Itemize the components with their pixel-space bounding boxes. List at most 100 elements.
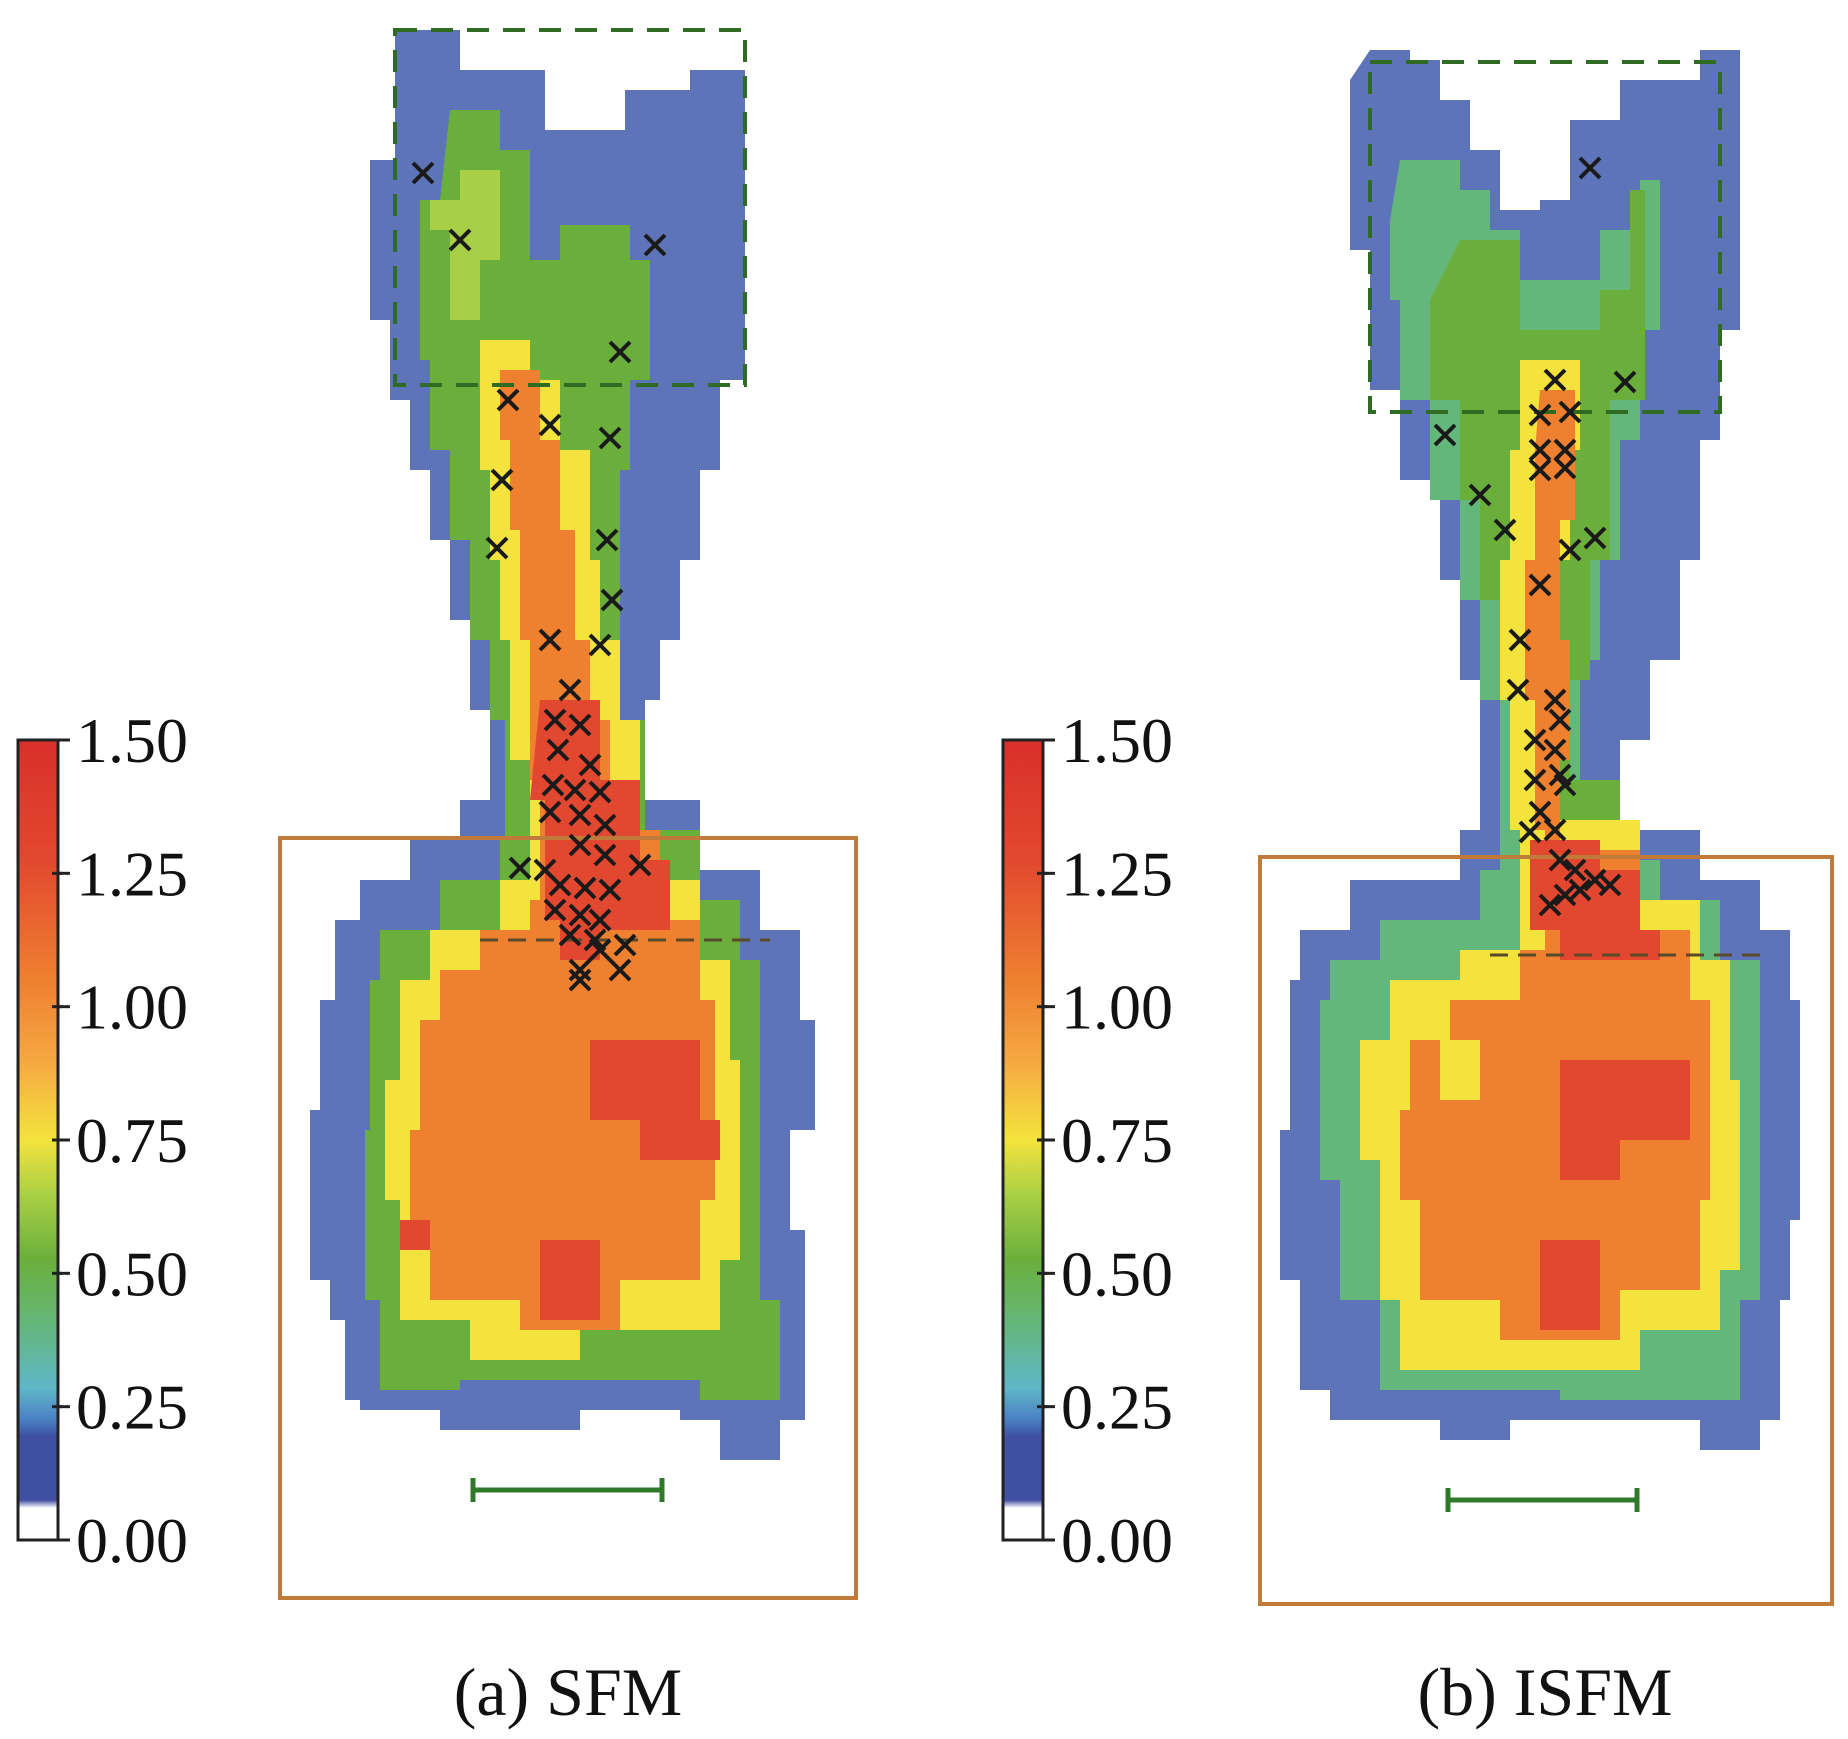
pedestrian-marker [538, 628, 562, 652]
pedestrian-marker [411, 161, 435, 185]
colorbar-tick-label: 0.75 [1061, 1105, 1173, 1176]
pedestrian-marker [1578, 156, 1602, 180]
pedestrian-marker [1543, 738, 1567, 762]
pedestrian-marker [593, 843, 617, 867]
colorbar-tick-label: 1.00 [1061, 972, 1173, 1043]
pedestrian-marker [1518, 820, 1542, 844]
pedestrian-marker [543, 898, 567, 922]
pedestrian-marker [1583, 526, 1607, 550]
pedestrian-marker [558, 678, 582, 702]
region-yellow-isfm-patch [1440, 1040, 1480, 1100]
region-high-sfm-3 [540, 1240, 600, 1320]
pedestrian-marker [1528, 800, 1552, 824]
start-area-sfm [393, 28, 747, 387]
pedestrian-marker [548, 873, 572, 897]
pedestrian-marker [600, 588, 624, 612]
pedestrian-marker [588, 780, 612, 804]
pedestrian-marker [538, 800, 562, 824]
pedestrian-marker [1563, 858, 1587, 882]
pedestrian-marker [568, 833, 592, 857]
colorbar-tick-label: 1.50 [1061, 705, 1173, 776]
region-high-isfm-2 [1560, 1060, 1690, 1180]
pedestrian-marker [1528, 438, 1552, 462]
pedestrian-marker [1598, 873, 1622, 897]
pedestrian-marker [1553, 456, 1577, 480]
colorbar-tick-label: 0.50 [1061, 1238, 1173, 1309]
pedestrian-marker [588, 908, 612, 932]
pedestrian-marker [1543, 688, 1567, 712]
colorbar-tick-label: 1.50 [76, 705, 188, 776]
pedestrian-marker [1528, 458, 1552, 482]
colorbar-tick-label: 0.25 [76, 1372, 188, 1443]
pedestrian-marker [1523, 728, 1547, 752]
colorbar-isfm: 0.00 0.25 0.50 0.75 1.00 1.25 1.50 [1001, 705, 1173, 1576]
pedestrian-marker [1543, 368, 1567, 392]
pedestrian-marker [1568, 878, 1592, 902]
pedestrian-markers-isfm [1433, 156, 1637, 917]
room-frame-isfm [1258, 855, 1834, 1606]
pedestrian-marker [1553, 883, 1577, 907]
pedestrian-marker [485, 536, 509, 560]
pedestrian-marker [578, 753, 602, 777]
colorbar-tick-label: 0.75 [76, 1105, 188, 1176]
pedestrian-marker [508, 856, 532, 880]
pedestrian-marker [1558, 538, 1582, 562]
panel-isfm: 0.00 0.25 0.50 0.75 1.00 1.25 1.50 (b) ISFM [1001, 50, 1834, 1730]
pedestrian-marker [598, 426, 622, 450]
pedestrian-marker [558, 923, 582, 947]
pedestrian-marker [546, 738, 570, 762]
pedestrian-marker [1528, 403, 1552, 427]
colorbar-sfm: 0.00 0.25 0.50 0.75 1.00 1.25 1.50 [16, 705, 188, 1576]
pedestrian-marker [573, 876, 597, 900]
pedestrian-marker [1468, 483, 1492, 507]
pedestrian-marker [1508, 628, 1532, 652]
pedestrian-marker [448, 228, 472, 252]
pedestrian-marker [568, 958, 592, 982]
pedestrian-marker [588, 633, 612, 657]
pedestrian-marker [541, 773, 565, 797]
scale-bar-sfm [470, 1478, 665, 1502]
pedestrian-marker [593, 813, 617, 837]
pedestrian-marker [1548, 848, 1572, 872]
pedestrian-marker [1553, 438, 1577, 462]
panel-sfm: 0.00 0.25 0.50 0.75 1.00 1.25 1.50 [16, 28, 858, 1730]
pedestrian-marker [1523, 768, 1547, 792]
pedestrian-marker [1548, 708, 1572, 732]
colorbar-tick-label: 0.50 [76, 1238, 188, 1309]
region-high-isfm [1530, 840, 1660, 960]
pedestrian-marker [543, 708, 567, 732]
pedestrian-marker [588, 938, 612, 962]
colorbar-tick-label: 1.00 [76, 972, 188, 1043]
pedestrian-marker [563, 778, 587, 802]
pedestrian-marker [568, 713, 592, 737]
pedestrian-marker [1583, 868, 1607, 892]
region-high-sfm-2 [590, 1040, 720, 1160]
pedestrian-marker [1553, 773, 1577, 797]
pedestrian-marker [1613, 370, 1637, 394]
pedestrian-marker [1528, 573, 1552, 597]
pedestrian-marker [1433, 423, 1457, 447]
pedestrian-marker [496, 388, 520, 412]
pedestrian-marker [1538, 893, 1562, 917]
region-high-sfm-4 [400, 1220, 430, 1250]
pedestrian-marker [1493, 518, 1517, 542]
caption-isfm: (b) ISFM [1417, 1654, 1672, 1730]
pedestrian-marker [628, 853, 652, 877]
pedestrian-marker [538, 413, 562, 437]
colorbar-tick-label: 0.00 [76, 1505, 188, 1576]
pedestrian-marker [1506, 678, 1530, 702]
colorbar-tick-label: 0.25 [1061, 1372, 1173, 1443]
pedestrian-marker [490, 468, 514, 492]
colorbar-tick-label: 1.25 [76, 838, 188, 909]
region-high-isfm-3 [1540, 1240, 1600, 1330]
colorbar-sfm-bar [16, 738, 60, 1542]
room-frame-sfm [278, 836, 858, 1600]
pedestrian-marker [568, 968, 592, 992]
pedestrian-marker [613, 933, 637, 957]
pedestrian-marker [598, 878, 622, 902]
scale-bar-isfm [1445, 1488, 1640, 1512]
pedestrian-marker [1543, 818, 1567, 842]
colorbar-sfm-ticks: 0.00 0.25 0.50 0.75 1.00 1.25 1.50 [52, 705, 188, 1576]
pedestrian-marker [643, 233, 667, 257]
